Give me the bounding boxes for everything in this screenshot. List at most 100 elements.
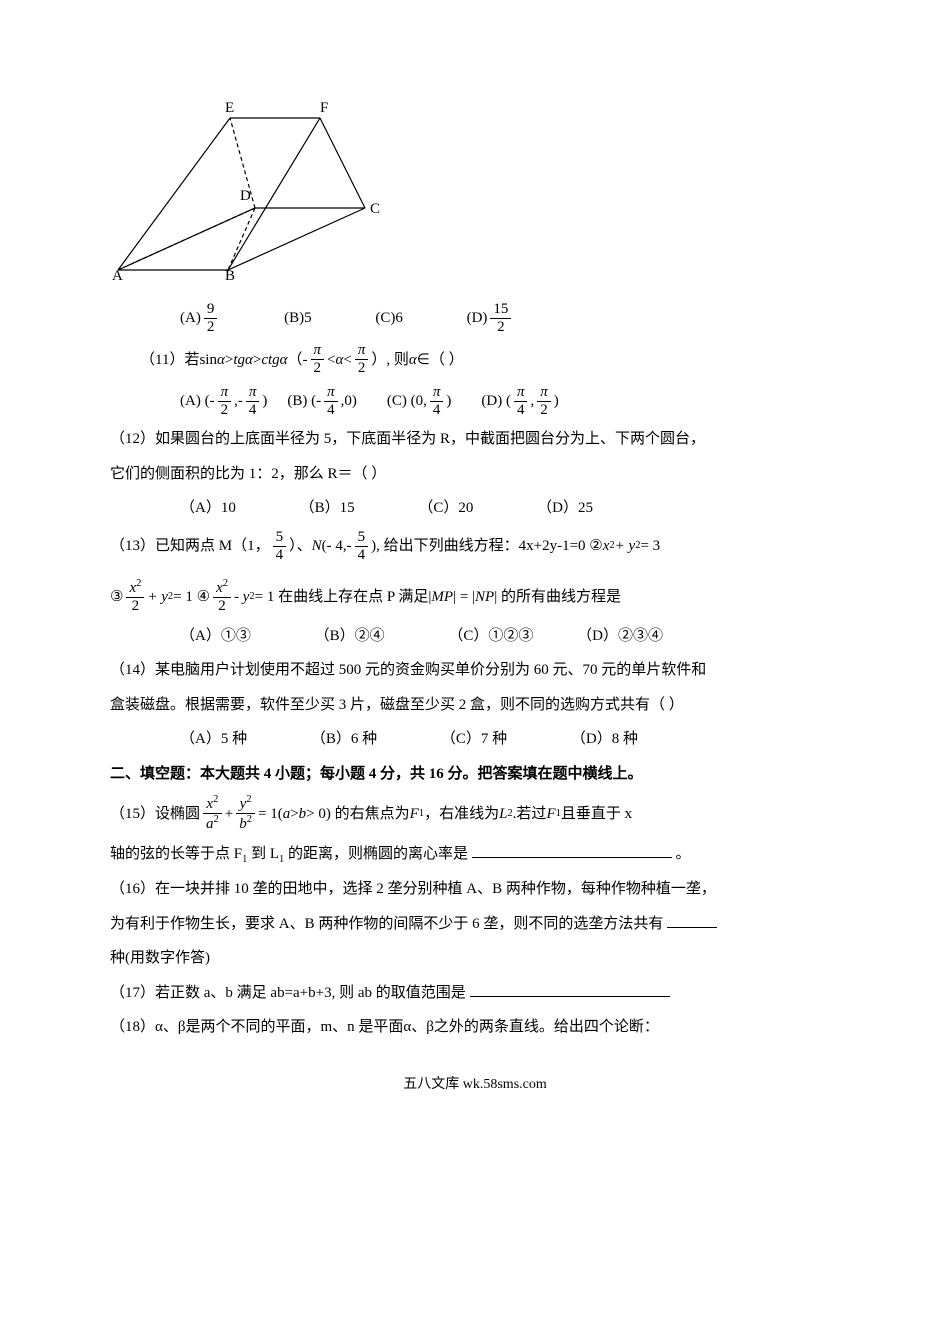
q10-B-prefix: (B) — [284, 304, 304, 333]
q13-N: N — [312, 532, 322, 561]
q11A-cl: ) — [262, 387, 267, 416]
q10-opt-B: (B) 5 — [284, 304, 312, 333]
q13-MP: MP — [431, 583, 453, 612]
q11A-pi2: π — [246, 384, 260, 402]
q13-x: x — [603, 532, 610, 561]
q13-eb: | = | — [453, 583, 475, 612]
geometry-diagram: A B C D E F — [110, 100, 840, 291]
q16-line1: （16）在一块并排 10 垄的田地中，选择 2 垄分别种植 A、B 两种作物，每… — [110, 875, 840, 904]
q12-line1: （12）如果圆台的上底面半径为 5，下底面半径为 R，中截面把圆台分为上、下两个… — [110, 425, 840, 454]
q11A-d1: 2 — [218, 402, 232, 419]
q11-a1: α — [217, 346, 225, 375]
q11-pi1: π — [311, 342, 325, 360]
q16-blank[interactable] — [667, 927, 717, 928]
q12-D: （D）25 — [537, 494, 593, 523]
q11C-p: (C) (0, — [387, 387, 427, 416]
q14-C: （C）7 种 — [441, 725, 507, 754]
q11A-p: (A) (- — [180, 387, 215, 416]
q15-blank[interactable] — [472, 857, 672, 858]
q15-line1: （15）设椭圆 x2a2 + y2b2 = 1( a > b > 0) 的右焦点… — [110, 794, 840, 834]
q11A-pi1: π — [218, 384, 232, 402]
q11-insym: ∈（ ） — [417, 346, 464, 375]
q14-B: （B）6 种 — [311, 725, 377, 754]
q11-a3: α — [280, 346, 288, 375]
q17-blank[interactable] — [470, 996, 670, 997]
q12-B: （B）15 — [300, 494, 355, 523]
q13-NPv: NP — [475, 583, 494, 612]
q14-line1: （14）某电脑用户计划使用不超过 500 元的资金购买单价分别为 60 元、70… — [110, 656, 840, 685]
q16-line2: 为有利于作物生长，要求 A、B 两种作物的间隔不少于 6 垄，则不同的选垄方法共… — [110, 910, 840, 939]
q13-d1: 4 — [273, 547, 287, 564]
q11B-cl: ,0) — [341, 387, 357, 416]
q10-opt-C: (C) 6 — [375, 304, 403, 333]
q13-d2: 4 — [355, 547, 369, 564]
q15-F1: F — [410, 800, 419, 829]
q13-eq1: = 1 ④ — [173, 583, 210, 612]
q11D-cl: ) — [554, 387, 559, 416]
q11-2b: 2 — [355, 360, 369, 377]
q14-line2: 盒装磁盘。根据需要，软件至少买 3 片，磁盘至少买 2 盒，则不同的选购方式共有… — [110, 691, 840, 720]
q13-y: + y — [615, 532, 636, 561]
q17-text: （17）若正数 a、b 满足 ab=a+b+3, 则 ab 的取值范围是 — [110, 985, 466, 1001]
q10-A-prefix: (A) — [180, 304, 201, 333]
q13-f2x: x — [216, 580, 223, 596]
q11-gt1: > — [225, 346, 233, 375]
q11-opt-D: (D) ( π4 , π2 ) — [481, 384, 558, 420]
q15-av: a — [283, 800, 291, 829]
q16-line3: 种(用数字作答) — [110, 944, 840, 973]
label-E: E — [225, 100, 234, 116]
q11-a2: α — [245, 346, 253, 375]
q11-options: (A) (- π2 ,- π4 ) (B) (- π4 ,0) (C) (0, … — [180, 384, 840, 420]
q13-c3: ③ — [110, 583, 123, 612]
q13-m2: ), 给出下列曲线方程：4x+2y-1=0 ② — [371, 532, 603, 561]
label-B: B — [225, 268, 235, 280]
q15-b: b — [239, 816, 247, 832]
q15-gt1: > — [290, 800, 298, 829]
label-D: D — [240, 188, 251, 204]
label-C: C — [370, 201, 380, 217]
q11-lt2: < — [343, 346, 351, 375]
q10-C-val: 6 — [395, 304, 403, 333]
q13-n1: 5 — [273, 529, 287, 547]
q13-prefix: （13）已知两点 M（1， — [110, 532, 270, 561]
q11-pi2: π — [355, 342, 369, 360]
label-A: A — [112, 268, 123, 280]
q11D-pi2: π — [537, 384, 551, 402]
q11-opt-C: (C) (0, π4 ) — [387, 384, 452, 420]
q17: （17）若正数 a、b 满足 ab=a+b+3, 则 ab 的取值范围是 — [110, 979, 840, 1008]
q11-opt-A: (A) (- π2 ,- π4 ) — [180, 384, 267, 420]
q11D-d1: 4 — [514, 402, 528, 419]
q15-bv: b — [299, 800, 307, 829]
q12-A: （A）10 — [180, 494, 236, 523]
q11-open: （- — [288, 346, 308, 375]
q13-m1: ）、 — [289, 532, 312, 561]
q16-l2a: 为有利于作物生长，要求 A、B 两种作物的间隔不少于 6 垄，则不同的选垄方法共… — [110, 916, 663, 932]
q11D-c: , — [530, 387, 534, 416]
q13-D: （D）②③④ — [577, 622, 663, 651]
prism-svg: A B C D E F — [110, 100, 390, 280]
q10-opt-D: (D) 152 — [467, 301, 515, 337]
q13-pl: + y — [147, 583, 168, 612]
q11-opt-B: (B) (- π4 ,0) — [287, 384, 357, 420]
q11-prefix: （11）若 — [140, 346, 199, 375]
q11-am: α — [336, 346, 344, 375]
q13-line1: （13）已知两点 M（1， 54 ）、 N (- 4,- 54 ), 给出下列曲… — [110, 529, 840, 565]
q11C-d: 4 — [430, 402, 444, 419]
q10-D-num: 15 — [490, 301, 511, 319]
q11B-p: (B) (- — [287, 387, 321, 416]
q11B-d: 4 — [324, 402, 338, 419]
section-2-title: 二、填空题：本大题共 4 小题；每小题 4 分，共 16 分。把答案填在题中横线… — [110, 760, 840, 789]
q15-cond: = 1( — [258, 800, 283, 829]
q10-A-num: 9 — [204, 301, 218, 319]
q15-mid: 若过 — [516, 800, 546, 829]
q15-s1: 1 — [242, 854, 247, 865]
q13-Np: (- 4,- — [322, 532, 352, 561]
q15-line2: 轴的弦的长等于点 F1 到 L1 的距离，则椭圆的离心率是 。 — [110, 840, 840, 870]
q13-n2: 5 — [355, 529, 369, 547]
q15-a: a — [206, 816, 214, 832]
q13-mi: - y — [234, 583, 249, 612]
q10-B-val: 5 — [304, 304, 312, 333]
q11-gt2: > — [253, 346, 261, 375]
q11C-cl: ) — [446, 387, 451, 416]
q15-F1b: F — [546, 800, 555, 829]
